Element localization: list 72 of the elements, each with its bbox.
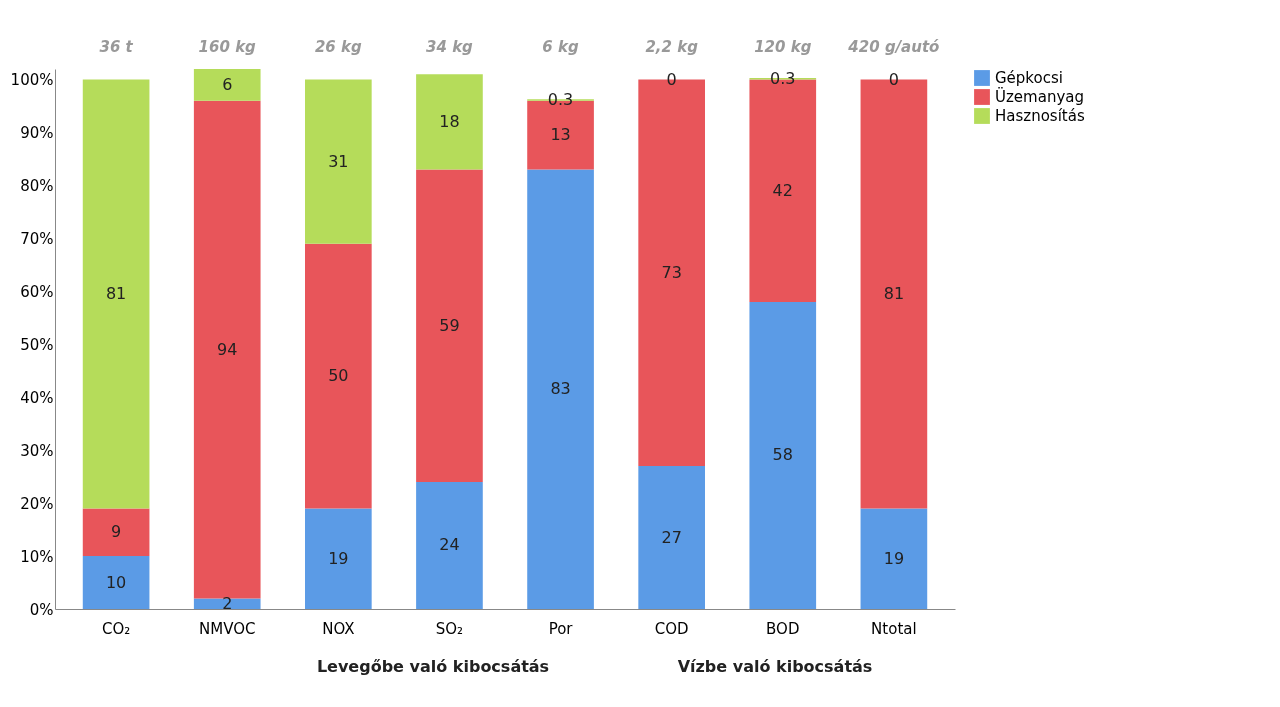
data-label: 6 xyxy=(222,74,233,94)
bar xyxy=(638,466,705,609)
text: 420 g/autó xyxy=(847,38,940,56)
data-label: 9 xyxy=(111,522,122,542)
legend-label: Üzemanyag xyxy=(995,87,1084,106)
bar xyxy=(416,481,483,609)
x-tick-label: Ntotal xyxy=(871,619,917,638)
data-label: 81 xyxy=(105,284,127,303)
data-label: 0.3 xyxy=(770,68,796,88)
data-label: 42 xyxy=(772,180,793,200)
bar xyxy=(82,508,150,557)
data-label: 50 xyxy=(328,366,349,386)
data-label: 10 xyxy=(105,572,127,592)
y-tick-label: 30% xyxy=(20,441,54,460)
bar xyxy=(82,79,150,509)
text: 6 kg xyxy=(542,38,579,56)
y-tick-label: 80% xyxy=(20,176,54,195)
text: Levegőbe való kibocsátás xyxy=(316,657,550,676)
bar xyxy=(193,69,261,101)
text: 120 kg xyxy=(754,38,812,56)
x-tick-label: BOD xyxy=(766,619,800,638)
bar xyxy=(527,169,594,609)
data-label: 81 xyxy=(883,284,905,303)
y-tick-label: 10% xyxy=(20,547,54,566)
data-label: 31 xyxy=(328,151,349,171)
data-label: 27 xyxy=(661,527,682,547)
bar xyxy=(749,301,817,609)
data-label: 0 xyxy=(888,69,899,89)
y-tick-label: 40% xyxy=(20,388,54,407)
legend-label: Gépkocsi xyxy=(995,69,1063,87)
text: 160 kg xyxy=(198,38,257,56)
bar xyxy=(305,243,372,509)
data-label: 0.3 xyxy=(547,89,574,109)
bar xyxy=(82,556,150,609)
x-tick-label: NMVOC xyxy=(199,619,256,638)
legend-label: Hasznosítás xyxy=(995,107,1085,125)
bar xyxy=(860,508,928,609)
text: 26 kg xyxy=(314,38,362,56)
y-tick-label: 60% xyxy=(20,282,54,301)
y-tick-label: 100% xyxy=(10,71,54,90)
x-tick-label: COD xyxy=(654,619,689,638)
text: 2,2 kg xyxy=(645,38,699,56)
data-label: 24 xyxy=(439,535,460,555)
data-label: 83 xyxy=(550,379,571,399)
bar xyxy=(305,79,372,244)
bar xyxy=(305,508,372,609)
data-label: 0 xyxy=(666,69,677,89)
text: 36 t xyxy=(99,38,134,56)
data-label: 59 xyxy=(439,315,460,335)
x-tick-label: SO₂ xyxy=(435,619,464,638)
data-label: 73 xyxy=(661,262,682,282)
data-label: 94 xyxy=(217,339,238,359)
data-label: 2 xyxy=(222,593,233,613)
bar xyxy=(193,598,261,609)
bar xyxy=(416,74,483,170)
y-tick-label: 0% xyxy=(29,600,54,619)
x-tick-label: CO₂ xyxy=(101,619,131,638)
y-tick-label: 70% xyxy=(20,229,54,248)
y-tick-label: 20% xyxy=(20,494,54,513)
data-label: 13 xyxy=(550,125,571,145)
data-label: 58 xyxy=(772,445,793,465)
text: Vízbe való kibocsátás xyxy=(677,657,873,676)
y-tick-label: 50% xyxy=(20,335,54,354)
bar xyxy=(193,100,261,599)
y-tick-label: 90% xyxy=(20,124,54,143)
data-label: 19 xyxy=(328,548,349,568)
x-tick-label: NOX xyxy=(322,619,355,638)
x-tick-label: Por xyxy=(548,619,574,638)
data-label: 19 xyxy=(883,548,905,568)
data-label: 18 xyxy=(439,111,460,131)
bar xyxy=(416,169,483,482)
text: 34 kg xyxy=(426,38,474,56)
